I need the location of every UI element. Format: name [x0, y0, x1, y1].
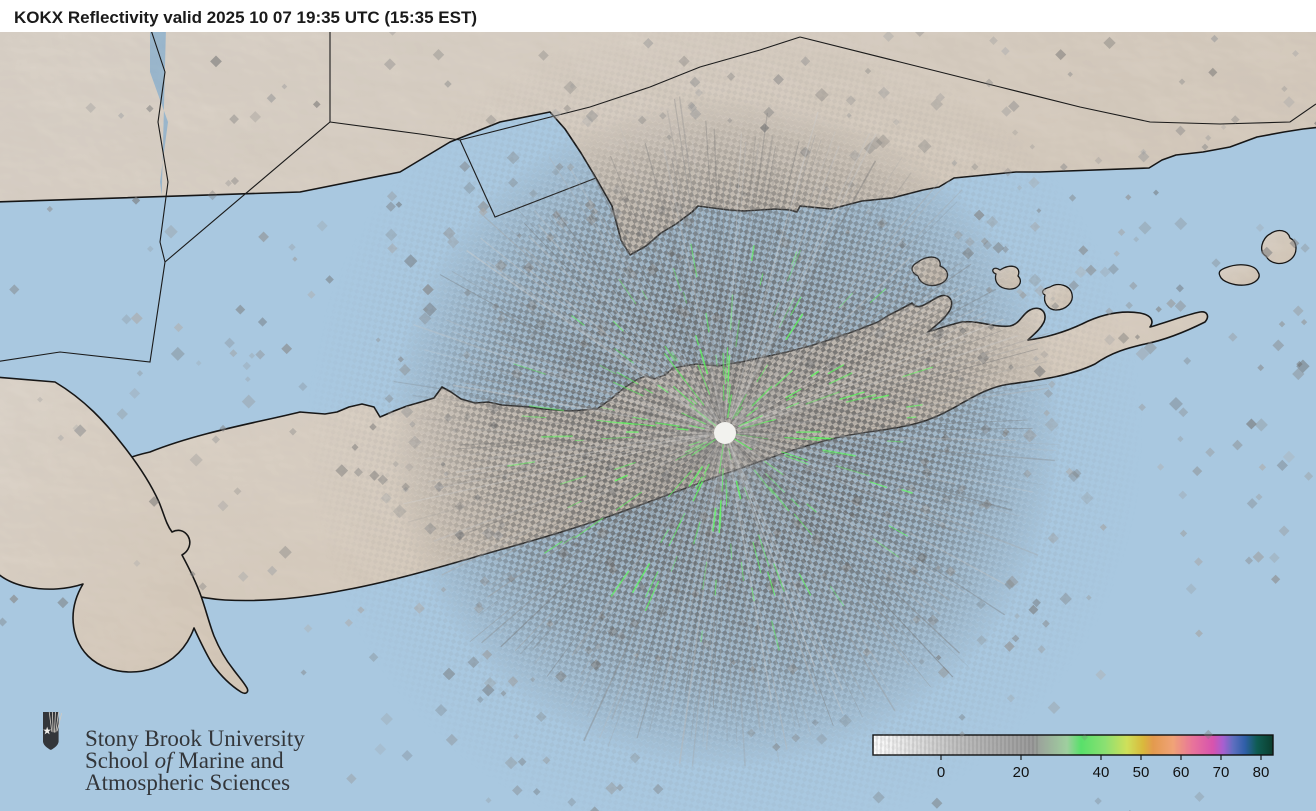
svg-text:70: 70	[1213, 764, 1230, 781]
svg-text:80: 80	[1253, 764, 1270, 781]
svg-text:Atmospheric Sciences: Atmospheric Sciences	[85, 770, 290, 795]
svg-text:60: 60	[1173, 764, 1190, 781]
